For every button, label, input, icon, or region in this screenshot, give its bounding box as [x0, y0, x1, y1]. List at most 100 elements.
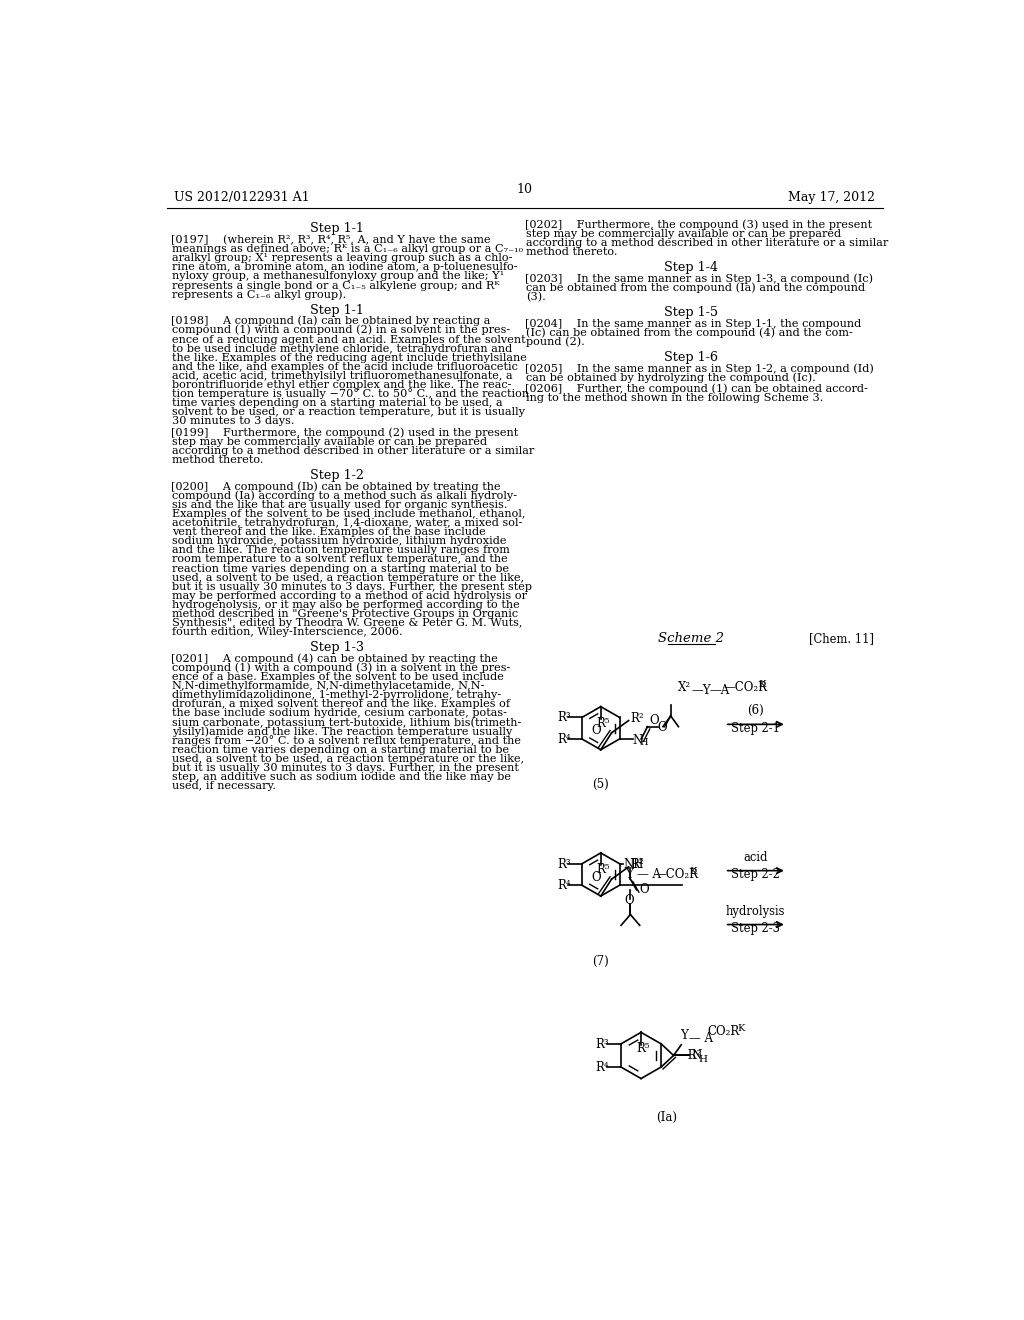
Text: Step 2-3: Step 2-3 — [731, 923, 780, 936]
Text: NH: NH — [624, 858, 644, 871]
Text: ing to the method shown in the following Scheme 3.: ing to the method shown in the following… — [526, 393, 823, 403]
Text: N: N — [691, 1049, 701, 1063]
Text: borontrifluoride ethyl ether complex and the like. The reac-: borontrifluoride ethyl ether complex and… — [172, 380, 512, 389]
Text: tion temperature is usually −70° C. to 50° C., and the reaction: tion temperature is usually −70° C. to 5… — [172, 388, 529, 399]
Text: Step 2-2: Step 2-2 — [731, 869, 780, 882]
Text: (6): (6) — [748, 705, 764, 717]
Text: R³: R³ — [557, 711, 570, 725]
Text: —CO₂R: —CO₂R — [723, 681, 767, 694]
Text: ence of a base. Examples of the solvent to be used include: ence of a base. Examples of the solvent … — [172, 672, 504, 682]
Text: according to a method described in other literature or a similar: according to a method described in other… — [526, 238, 889, 248]
Text: O: O — [649, 714, 658, 727]
Text: O: O — [657, 721, 668, 734]
Text: R²: R² — [630, 858, 644, 871]
Text: Step 1-5: Step 1-5 — [665, 306, 719, 319]
Text: R²: R² — [630, 711, 644, 725]
Text: (7): (7) — [592, 956, 609, 969]
Text: hydrogenolysis, or it may also be performed according to the: hydrogenolysis, or it may also be perfor… — [172, 599, 520, 610]
Text: [0198]    A compound (Ia) can be obtained by reacting a: [0198] A compound (Ia) can be obtained b… — [171, 315, 490, 326]
Text: N: N — [633, 734, 643, 747]
Text: R⁴: R⁴ — [557, 879, 570, 892]
Text: Step 1-3: Step 1-3 — [310, 642, 365, 655]
Text: Y: Y — [680, 1028, 688, 1041]
Text: K: K — [737, 1024, 744, 1032]
Text: US 2012/0122931 A1: US 2012/0122931 A1 — [174, 191, 310, 203]
Text: [0205]    In the same manner as in Step 1-2, a compound (Id): [0205] In the same manner as in Step 1-2… — [524, 363, 873, 374]
Text: method described in "Greene's Protective Groups in Organic: method described in "Greene's Protective… — [172, 609, 518, 619]
Text: ence of a reducing agent and an acid. Examples of the solvent: ence of a reducing agent and an acid. Ex… — [172, 334, 525, 345]
Text: O: O — [592, 725, 601, 738]
Text: compound (1) with a compound (2) in a solvent in the pres-: compound (1) with a compound (2) in a so… — [172, 325, 510, 335]
Text: used, if necessary.: used, if necessary. — [172, 781, 276, 791]
Text: ranges from −20° C. to a solvent reflux temperature, and the: ranges from −20° C. to a solvent reflux … — [172, 735, 521, 746]
Text: ylsilyl)amide and the like. The reaction temperature usually: ylsilyl)amide and the like. The reaction… — [172, 726, 513, 737]
Text: sodium hydroxide, potassium hydroxide, lithium hydroxide: sodium hydroxide, potassium hydroxide, l… — [172, 536, 507, 546]
Text: Synthesis", edited by Theodra W. Greene & Peter G. M. Wuts,: Synthesis", edited by Theodra W. Greene … — [172, 618, 522, 628]
Text: May 17, 2012: May 17, 2012 — [788, 191, 876, 203]
Text: fourth edition, Wiley-Interscience, 2006.: fourth edition, Wiley-Interscience, 2006… — [172, 627, 402, 638]
Text: acid: acid — [743, 850, 768, 863]
Text: R³: R³ — [557, 858, 570, 871]
Text: can be obtained from the compound (Ia) and the compound: can be obtained from the compound (Ia) a… — [526, 282, 865, 293]
Text: hydrolysis: hydrolysis — [726, 904, 785, 917]
Text: [0201]    A compound (4) can be obtained by reacting the: [0201] A compound (4) can be obtained by… — [171, 653, 498, 664]
Text: (3).: (3). — [526, 292, 546, 302]
Text: reaction time varies depending on a starting material to be: reaction time varies depending on a star… — [172, 564, 509, 574]
Text: N,N-dimethylformamide, N,N-dimethylacetamide, N,N-: N,N-dimethylformamide, N,N-dimethylaceta… — [172, 681, 484, 692]
Text: compound (Ia) according to a method such as alkali hydroly-: compound (Ia) according to a method such… — [172, 490, 517, 500]
Text: [0200]    A compound (Ib) can be obtained by treating the: [0200] A compound (Ib) can be obtained b… — [171, 482, 501, 492]
Text: —CO₂R: —CO₂R — [654, 869, 698, 882]
Text: step may be commercially available or can be prepared: step may be commercially available or ca… — [172, 437, 487, 447]
Text: K: K — [758, 680, 766, 689]
Text: method thereto.: method thereto. — [526, 247, 617, 257]
Text: time varies depending on a starting material to be used, a: time varies depending on a starting mate… — [172, 399, 503, 408]
Text: — A: — A — [637, 869, 660, 882]
Text: rine atom, a bromine atom, an iodine atom, a p-toluenesulfo-: rine atom, a bromine atom, an iodine ato… — [172, 263, 518, 272]
Text: may be performed according to a method of acid hydrolysis or: may be performed according to a method o… — [172, 591, 527, 601]
Text: R⁴: R⁴ — [557, 733, 570, 746]
Text: Step 1-1: Step 1-1 — [310, 304, 365, 317]
Text: [0204]    In the same manner as in Step 1-1, the compound: [0204] In the same manner as in Step 1-1… — [524, 318, 861, 329]
Text: nyloxy group, a methanesulfonyloxy group and the like; Y¹: nyloxy group, a methanesulfonyloxy group… — [172, 272, 505, 281]
Text: CO₂R: CO₂R — [708, 1026, 740, 1039]
Text: —Y: —Y — [691, 684, 711, 697]
Text: (Ic) can be obtained from the compound (4) and the com-: (Ic) can be obtained from the compound (… — [526, 327, 853, 338]
Text: 30 minutes to 3 days.: 30 minutes to 3 days. — [172, 416, 295, 426]
Text: [0197]    (wherein R², R³, R⁴, R⁵, A, and Y have the same: [0197] (wherein R², R³, R⁴, R⁵, A, and Y… — [171, 235, 490, 246]
Text: can be obtained by hydrolyzing the compound (Ic).: can be obtained by hydrolyzing the compo… — [526, 372, 816, 383]
Text: drofuran, a mixed solvent thereof and the like. Examples of: drofuran, a mixed solvent thereof and th… — [172, 700, 510, 709]
Text: used, a solvent to be used, a reaction temperature or the like,: used, a solvent to be used, a reaction t… — [172, 573, 524, 582]
Text: R⁵: R⁵ — [596, 717, 609, 730]
Text: R⁵: R⁵ — [636, 1043, 650, 1056]
Text: used, a solvent to be used, a reaction temperature or the like,: used, a solvent to be used, a reaction t… — [172, 754, 524, 764]
Text: the base include sodium hydride, cesium carbonate, potas-: the base include sodium hydride, cesium … — [172, 709, 507, 718]
Text: reaction time varies depending on a starting material to be: reaction time varies depending on a star… — [172, 744, 509, 755]
Text: sium carbonate, potassium tert-butoxide, lithium bis(trimeth-: sium carbonate, potassium tert-butoxide,… — [172, 717, 521, 727]
Text: but it is usually 30 minutes to 3 days. Further, in the present: but it is usually 30 minutes to 3 days. … — [172, 763, 519, 774]
Text: Y: Y — [625, 869, 633, 882]
Text: 10: 10 — [517, 183, 532, 197]
Text: represents a C₁₋₆ alkyl group).: represents a C₁₋₆ alkyl group). — [172, 289, 346, 300]
Text: but it is usually 30 minutes to 3 days. Further, the present step: but it is usually 30 minutes to 3 days. … — [172, 582, 532, 591]
Text: to be used include methylene chloride, tetrahydrofuran and: to be used include methylene chloride, t… — [172, 343, 512, 354]
Text: according to a method described in other literature or a similar: according to a method described in other… — [172, 446, 535, 455]
Text: R⁵: R⁵ — [596, 863, 609, 876]
Text: dimethylimidazolidinone, 1-methyl-2-pyrrolidone, tetrahy-: dimethylimidazolidinone, 1-methyl-2-pyrr… — [172, 690, 502, 701]
Text: (Ia): (Ia) — [656, 1111, 677, 1123]
Text: H: H — [698, 1055, 707, 1064]
Text: [Chem. 11]: [Chem. 11] — [809, 632, 873, 645]
Text: O: O — [592, 871, 601, 883]
Text: and the like, and examples of the acid include trifluoroacetic: and the like, and examples of the acid i… — [172, 362, 518, 372]
Text: method thereto.: method thereto. — [172, 455, 263, 465]
Text: sis and the like that are usually used for organic synthesis.: sis and the like that are usually used f… — [172, 500, 508, 510]
Text: acid, acetic acid, trimethylsilyl trifluoromethanesulfonate, a: acid, acetic acid, trimethylsilyl triflu… — [172, 371, 513, 381]
Text: represents a single bond or a C₁₋₅ alkylene group; and Rᴷ: represents a single bond or a C₁₋₅ alkyl… — [172, 281, 500, 290]
Text: Step 1-2: Step 1-2 — [310, 469, 365, 482]
Text: Step 1-1: Step 1-1 — [310, 222, 365, 235]
Text: Scheme 2: Scheme 2 — [658, 632, 724, 645]
Text: Examples of the solvent to be used include methanol, ethanol,: Examples of the solvent to be used inclu… — [172, 510, 525, 519]
Text: compound (1) with a compound (3) in a solvent in the pres-: compound (1) with a compound (3) in a so… — [172, 663, 510, 673]
Text: step, an additive such as sodium iodide and the like may be: step, an additive such as sodium iodide … — [172, 772, 511, 781]
Text: R⁴: R⁴ — [595, 1061, 609, 1074]
Text: (5): (5) — [592, 779, 609, 791]
